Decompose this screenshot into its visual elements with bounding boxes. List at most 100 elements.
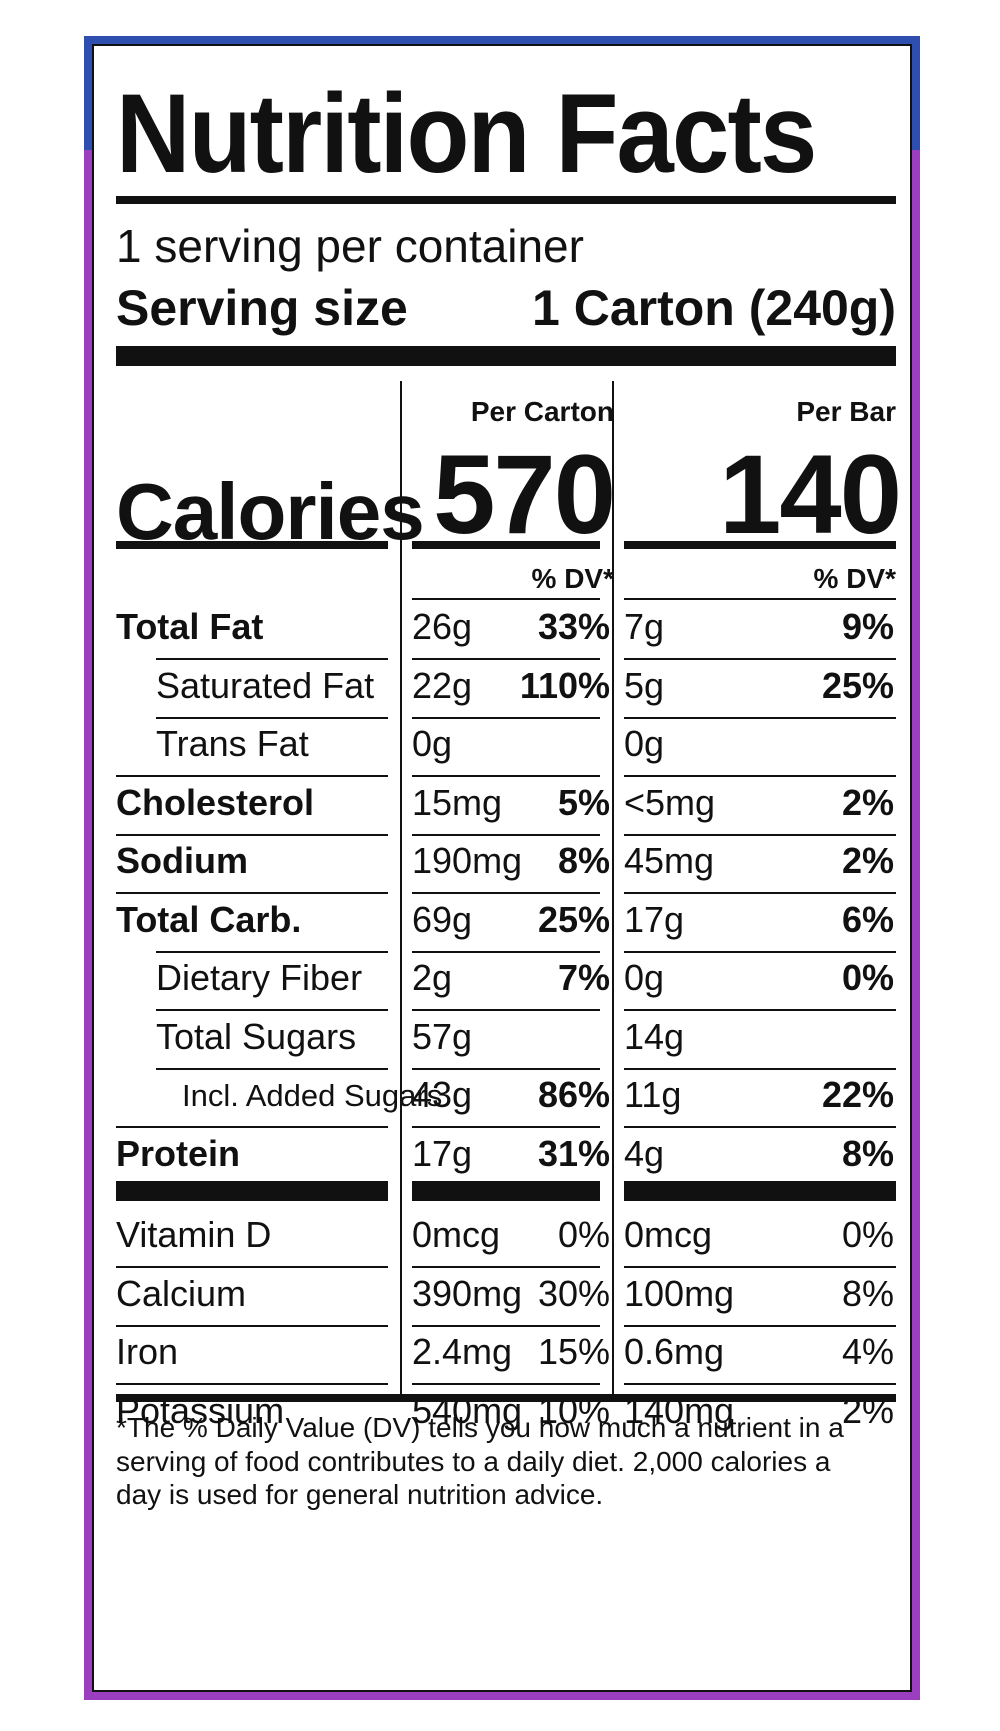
bar-amount-total-carb: 17g — [624, 898, 685, 940]
calories-rule-label — [116, 541, 388, 549]
row-rule-label-total-sugars — [156, 1067, 388, 1070]
row-rule-label-trans-fat — [116, 775, 388, 777]
calories-value-bar: 140 — [719, 432, 902, 557]
bar-dv-protein: 8% — [841, 1132, 894, 1174]
bar-amount-saturated-fat: 5g — [624, 664, 665, 706]
bar-dv-dietary-fiber: 0% — [841, 957, 894, 998]
nutrient-label-cholesterol: Cholesterol — [116, 781, 315, 823]
carton-amount-trans-fat: 0g — [412, 723, 453, 764]
nutrition-facts-panel: Nutrition Facts 1 serving per container … — [92, 44, 912, 1692]
bar-amount-total-sugars: 14g — [624, 1015, 685, 1057]
carton-amount-saturated-fat: 22g — [412, 664, 473, 706]
row-rule-carton-iron — [412, 1383, 600, 1385]
serving-size-value: 1 Carton (240g) — [532, 280, 896, 336]
row-rule-bar-dietary-fiber — [624, 1009, 896, 1011]
carton-dv-iron: 15% — [537, 1331, 610, 1372]
nutrient-label-incl-added-sugars: Incl. Added Sugars — [182, 1078, 443, 1113]
vitamin-label-vitamin-d: Vitamin D — [116, 1214, 272, 1255]
protein-thick-rule-bar — [624, 1181, 896, 1201]
nutrient-label-total-sugars: Total Sugars — [156, 1015, 357, 1057]
nutrient-label-trans-fat: Trans Fat — [156, 723, 309, 764]
carton-dv-total-carb: 25% — [537, 898, 610, 940]
protein-thick-rule-label — [116, 1181, 388, 1201]
servings-per-container: 1 serving per container — [116, 220, 584, 272]
bar-dv-cholesterol: 2% — [841, 781, 894, 823]
carton-dv-calcium: 30% — [537, 1272, 610, 1314]
row-rule-carton-total-fat — [412, 658, 600, 660]
footnote-rule — [116, 1394, 896, 1402]
carton-dv-incl-added-sugars: 86% — [537, 1074, 610, 1115]
carton-amount-total-sugars: 57g — [412, 1015, 473, 1057]
row-rule-label-total-fat — [156, 658, 388, 660]
row-rule-bar-trans-fat — [624, 775, 896, 777]
carton-amount-calcium: 390mg — [412, 1272, 523, 1314]
row-rule-carton-dietary-fiber — [412, 1009, 600, 1011]
bar-amount-calcium: 100mg — [624, 1272, 735, 1314]
row-rule-bar-vitamin-d — [624, 1266, 896, 1268]
bar-amount-vitamin-d: 0mcg — [624, 1214, 713, 1255]
carton-amount-dietary-fiber: 2g — [412, 957, 453, 998]
row-rule-label-iron — [116, 1383, 388, 1385]
row-rule-label-sodium — [116, 892, 388, 894]
column-divider-carton — [400, 381, 402, 1401]
nutrient-label-dietary-fiber: Dietary Fiber — [156, 957, 363, 998]
carton-amount-cholesterol: 15mg — [412, 781, 503, 823]
dv-heading-bar: % DV* — [813, 563, 896, 594]
bar-amount-protein: 4g — [624, 1132, 665, 1174]
carton-amount-total-carb: 69g — [412, 898, 473, 940]
row-rule-bar-total-sugars — [624, 1067, 896, 1070]
carton-dv-sodium: 8% — [557, 840, 610, 881]
title-rule — [116, 196, 896, 204]
bar-dv-iron: 4% — [841, 1331, 894, 1372]
calories-value-carton: 570 — [433, 432, 616, 557]
bar-dv-vitamin-d: 0% — [841, 1214, 894, 1255]
carton-dv-saturated-fat: 110% — [519, 664, 610, 706]
column-divider-bar — [612, 381, 614, 1401]
bar-dv-sodium: 2% — [841, 840, 894, 881]
row-rule-label-cholesterol — [116, 833, 388, 836]
nutrient-label-total-fat: Total Fat — [116, 606, 264, 647]
row-rule-bar-calcium — [624, 1324, 896, 1327]
nutrient-label-sodium: Sodium — [116, 840, 248, 881]
row-rule-bar-saturated-fat — [624, 716, 896, 719]
carton-amount-vitamin-d: 0mcg — [412, 1214, 501, 1255]
nutrient-label-saturated-fat: Saturated Fat — [156, 664, 375, 706]
row-rule-carton-total-sugars — [412, 1067, 600, 1070]
protein-thick-rule-carton — [412, 1181, 600, 1201]
serving-thick-rule — [116, 346, 896, 366]
row-rule-carton-trans-fat — [412, 775, 600, 777]
bar-dv-total-carb: 6% — [841, 898, 894, 940]
calories-rule-carton — [412, 541, 600, 549]
bar-amount-sodium: 45mg — [624, 840, 715, 881]
bar-dv-saturated-fat: 25% — [821, 664, 894, 706]
bar-amount-trans-fat: 0g — [624, 723, 665, 764]
bar-dv-calcium: 8% — [841, 1272, 894, 1314]
row-rule-bar-total-fat — [624, 658, 896, 660]
row-rule-carton-saturated-fat — [412, 716, 600, 719]
carton-amount-iron: 2.4mg — [412, 1331, 513, 1372]
dv-footnote: *The % Daily Value (DV) tells you how mu… — [116, 1412, 844, 1511]
nutrient-label-protein: Protein — [116, 1132, 241, 1174]
carton-dv-cholesterol: 5% — [557, 781, 610, 823]
vitamin-label-iron: Iron — [116, 1331, 179, 1372]
carton-dv-protein: 31% — [537, 1132, 610, 1174]
bar-dv-total-fat: 9% — [841, 606, 894, 647]
row-rule-bar-total-carb — [624, 950, 896, 953]
label-title: Nutrition Facts — [116, 71, 817, 196]
row-rule-label-dietary-fiber — [156, 1009, 388, 1011]
row-rule-bar-sodium — [624, 892, 896, 894]
bar-amount-iron: 0.6mg — [624, 1331, 725, 1372]
row-rule-carton-incl-added-sugars — [412, 1126, 600, 1128]
vitamin-label-calcium: Calcium — [116, 1272, 247, 1314]
calories-rule-bar — [624, 541, 896, 549]
row-rule-label-vitamin-d — [116, 1266, 388, 1268]
dv-heading-rule-bar — [624, 598, 896, 600]
carton-amount-protein: 17g — [412, 1132, 473, 1174]
row-rule-bar-incl-added-sugars — [624, 1126, 896, 1128]
bar-amount-dietary-fiber: 0g — [624, 957, 665, 998]
bar-dv-incl-added-sugars: 22% — [821, 1074, 894, 1115]
row-rule-label-saturated-fat — [156, 716, 388, 719]
carton-amount-incl-added-sugars: 43g — [412, 1074, 473, 1115]
bar-amount-total-fat: 7g — [624, 606, 665, 647]
bar-amount-incl-added-sugars: 11g — [624, 1074, 682, 1115]
